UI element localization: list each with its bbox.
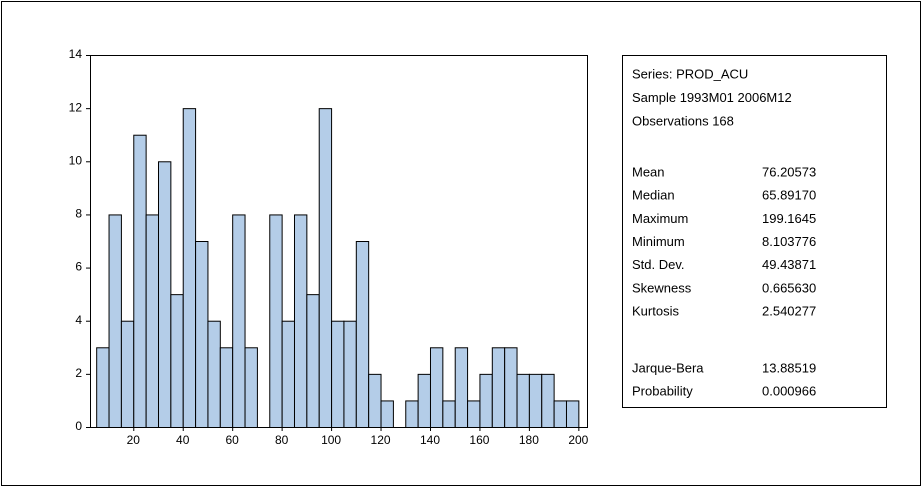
test-value: 0.000966 (762, 383, 816, 398)
stats-header: Observations 168 (632, 113, 734, 128)
bar (442, 400, 456, 428)
bar (553, 400, 567, 428)
bar (429, 347, 444, 428)
bar (96, 347, 110, 428)
stats-box (622, 55, 887, 408)
bar (331, 320, 345, 429)
bar (133, 134, 147, 428)
bar (120, 320, 135, 429)
stats-header: Series: PROD_ACU (632, 66, 748, 81)
x-tick-label: 40 (176, 433, 190, 447)
stat-label: Maximum (632, 211, 688, 226)
y-tick-label: 0 (75, 419, 82, 433)
bar (219, 347, 234, 428)
y-tick-label: 14 (69, 47, 83, 61)
bar (417, 373, 431, 429)
stat-label: Kurtosis (632, 304, 679, 319)
bar (182, 108, 197, 429)
bar (405, 400, 419, 428)
bar (565, 400, 580, 428)
stats-header: Sample 1993M01 2006M12 (632, 90, 792, 105)
stat-value: 65.89170 (762, 188, 816, 203)
y-tick-label: 2 (75, 366, 82, 380)
y-tick-label: 6 (75, 260, 82, 274)
bar (207, 320, 221, 429)
stat-label: Median (632, 188, 675, 203)
stat-value: 2.540277 (762, 304, 816, 319)
x-tick-label: 140 (420, 433, 440, 447)
bar (195, 241, 209, 428)
bar (145, 214, 159, 428)
bar (491, 347, 506, 428)
bar (516, 373, 530, 429)
x-tick-label: 120 (371, 433, 391, 447)
bar (479, 373, 493, 429)
bar (293, 214, 308, 428)
bar (108, 214, 122, 428)
y-tick-label: 8 (75, 207, 82, 221)
x-tick-label: 80 (275, 433, 289, 447)
x-tick-label: 60 (225, 433, 239, 447)
bar (343, 320, 357, 429)
bar (368, 373, 382, 429)
bar (454, 347, 469, 428)
stat-value: 76.20573 (762, 164, 816, 179)
stat-label: Std. Dev. (632, 257, 685, 272)
x-tick-label: 100 (321, 433, 341, 447)
x-tick-label: 20 (127, 433, 141, 447)
stat-value: 199.1645 (762, 211, 816, 226)
y-tick-label: 12 (69, 100, 83, 114)
stat-label: Minimum (632, 234, 685, 249)
bar (318, 108, 333, 429)
bar (281, 320, 295, 429)
bar (528, 373, 543, 429)
stat-label: Skewness (632, 280, 692, 295)
bar (504, 347, 518, 428)
bar (269, 214, 283, 428)
bar (244, 347, 258, 428)
y-tick-label: 4 (75, 313, 82, 327)
bar (380, 400, 394, 428)
bar (467, 400, 481, 428)
x-tick-label: 200 (568, 433, 588, 447)
test-label: Jarque-Bera (632, 360, 704, 375)
bar (232, 214, 246, 428)
bar (355, 241, 370, 428)
bar (541, 373, 555, 429)
stat-value: 49.43871 (762, 257, 816, 272)
stat-label: Mean (632, 164, 665, 179)
bar (306, 294, 320, 428)
stat-value: 8.103776 (762, 234, 816, 249)
test-value: 13.88519 (762, 360, 816, 375)
x-tick-label: 180 (519, 433, 539, 447)
test-label: Probability (632, 383, 693, 398)
bar (157, 161, 172, 429)
stat-value: 0.665630 (762, 280, 816, 295)
y-tick-label: 10 (69, 153, 83, 167)
bar (170, 294, 184, 428)
x-tick-label: 160 (469, 433, 489, 447)
